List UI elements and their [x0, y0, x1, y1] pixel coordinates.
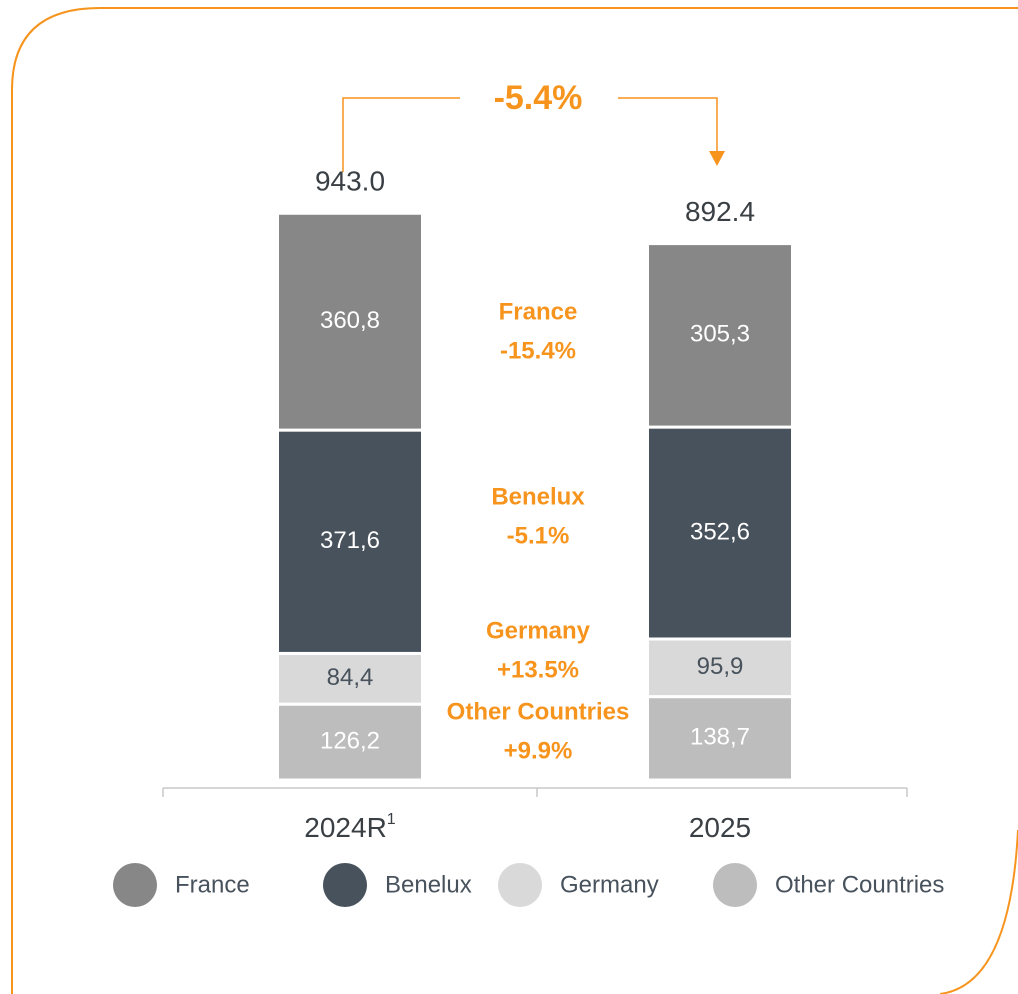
bar-segment: [276, 702, 424, 782]
footnote-mark: 1: [387, 811, 396, 828]
legend-label: Other Countries: [775, 871, 944, 898]
legend-swatch: [713, 863, 757, 907]
arrow-head: [709, 151, 725, 166]
total-label: 943.0: [315, 166, 385, 197]
value-label: 138,7: [690, 724, 750, 751]
legend-label: Benelux: [385, 871, 472, 898]
change-label: +9.9%: [504, 737, 573, 764]
legend-label: Germany: [560, 871, 659, 898]
change-arrow: [342, 97, 718, 172]
category: 2025: [689, 812, 751, 843]
bar-segment: [276, 428, 424, 655]
value-label: 371,6: [320, 527, 380, 554]
change-name: France: [499, 298, 578, 325]
legend-swatch: [113, 863, 157, 907]
frame-corner: [939, 829, 1018, 994]
change-name: Other Countries: [447, 698, 630, 725]
change-label: -5.1%: [507, 522, 570, 549]
value-label: 84,4: [327, 664, 374, 691]
value-label: 360,8: [320, 307, 380, 334]
legend-swatch: [498, 863, 542, 907]
value-label: 126,2: [320, 727, 380, 754]
change-name: Benelux: [491, 483, 585, 510]
change-label: +13.5%: [497, 656, 579, 683]
bar-segment: [646, 637, 794, 699]
value-label: 95,9: [697, 653, 744, 680]
total-change: -5.4%: [494, 79, 583, 117]
bar-segment: [646, 242, 794, 429]
legend-label: France: [175, 871, 250, 898]
frame: [11, 7, 1018, 994]
category: 2024R: [304, 812, 387, 843]
x-tick-label: 2025: [689, 812, 751, 843]
bar-segment: [646, 425, 794, 641]
value-label: 305,3: [690, 321, 750, 348]
bar-segment: [276, 211, 424, 432]
x-tick-label: 2024R1: [304, 811, 396, 843]
value-label: 352,6: [690, 518, 750, 545]
x-axis: [162, 787, 908, 797]
total-label: 892.4: [685, 196, 755, 227]
change-label: -15.4%: [500, 337, 576, 364]
change-name: Germany: [486, 617, 591, 644]
legend-swatch: [323, 863, 367, 907]
